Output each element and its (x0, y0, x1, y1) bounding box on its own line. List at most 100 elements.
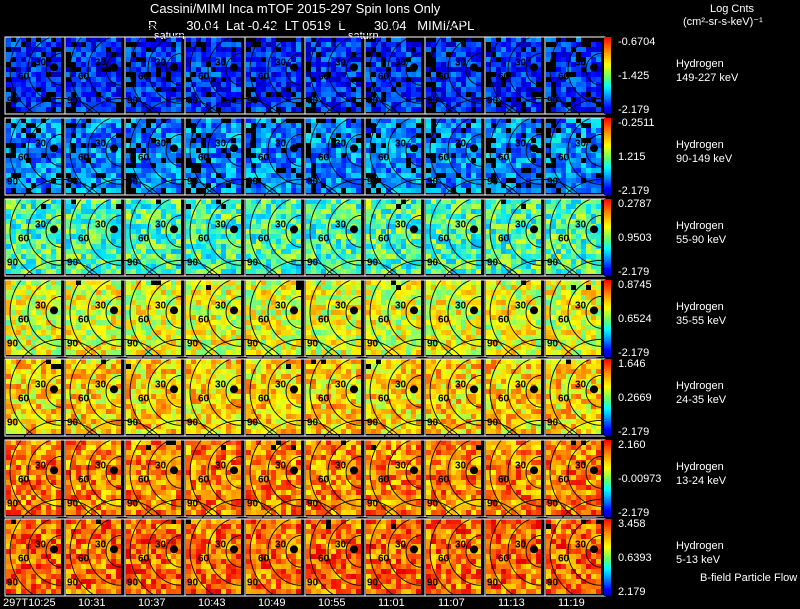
colorbar (604, 37, 611, 114)
ring-label: 30 (335, 219, 347, 230)
ring-label: 90 (187, 417, 199, 428)
spectrogram-panel: 30 60 90 (184, 16, 295, 122)
ring-label: 30 (155, 219, 167, 230)
spectrogram-panel: 30 60 90 (4, 498, 115, 604)
ring-label: 90 (187, 257, 199, 268)
ring-label: 60 (198, 393, 210, 404)
colorbar-mid: 0.2669 (618, 391, 652, 404)
spectrogram-panel: 30 60 90 (64, 338, 175, 444)
ring-label: 90 (307, 577, 319, 588)
time-tick-label: 11:13 (498, 597, 525, 609)
species-label: Hydrogen (676, 139, 724, 151)
colorbar (604, 519, 611, 596)
ring-label: 30 (275, 138, 287, 149)
ring-label: 30 (35, 219, 47, 230)
ring-label: 30 (395, 300, 407, 311)
time-tick-label: 10:49 (258, 597, 286, 609)
spectrogram-panel: 30 60 90 (304, 338, 415, 444)
ring-label: 90 (367, 257, 379, 268)
ring-label: 60 (18, 152, 30, 163)
ring-label: 30 (215, 138, 227, 149)
ring-label: 60 (78, 233, 90, 244)
spectrogram-panel: 30 60 90 (124, 97, 235, 203)
ring-label: 60 (558, 233, 570, 244)
ring-label: 60 (198, 152, 210, 163)
ring-label: 60 (18, 71, 30, 82)
spectrogram-panel: 30 60 90 (124, 16, 235, 122)
ring-label: 30 (575, 219, 587, 230)
spectrogram-panel: 30 60 90 (124, 419, 235, 525)
spectrogram-panel: 30 60 90 (184, 338, 295, 444)
spectrogram-panel: 30 60 90 (244, 338, 355, 444)
colorbar-max: -0.2511 (618, 117, 655, 129)
ring-label: 60 (258, 233, 270, 244)
ring-label: 90 (67, 338, 79, 349)
ring-label: 90 (367, 417, 379, 428)
time-tick-label: 11:07 (438, 597, 465, 609)
spectrogram-panel: 30 60 90 (64, 498, 175, 604)
spectrogram-panel: 30 60 90 (424, 338, 535, 444)
ring-label: 60 (198, 474, 210, 485)
ring-label: 60 (138, 553, 150, 564)
colorbar-mid: 0.6393 (618, 551, 652, 564)
ring-label: 30 (35, 57, 47, 68)
ring-label: 30 (95, 300, 107, 311)
species-label: Hydrogen (676, 540, 724, 552)
spectrogram-panel: 30 60 90 (484, 419, 595, 525)
ring-label: 30 (35, 138, 47, 149)
ring-label: 60 (438, 71, 450, 82)
ring-label: 60 (378, 393, 390, 404)
ring-label: 90 (247, 577, 259, 588)
colorbar-mid: 0.9503 (618, 231, 652, 244)
spectrogram-panel: 30 60 90 (484, 259, 595, 365)
ring-label: 60 (438, 233, 450, 244)
ring-label: 90 (547, 498, 559, 509)
ring-label: 60 (258, 393, 270, 404)
spectrogram-panel: 30 60 90 (244, 259, 355, 365)
ring-label: 30 (155, 539, 167, 550)
spectrogram-panel: 30 60 90 (544, 338, 655, 444)
ring-label: 60 (138, 152, 150, 163)
flow-legend: B-field Particle Flow (700, 572, 798, 584)
ring-label: 60 (18, 233, 30, 244)
ring-label: 60 (438, 553, 450, 564)
spectrogram-panel: 30 60 90 (364, 16, 475, 122)
ring-label: 90 (547, 338, 559, 349)
ring-label: 30 (455, 539, 467, 550)
spectrogram-panel: 30 60 90 (544, 498, 655, 604)
ring-label: 60 (378, 152, 390, 163)
ring-label: 90 (487, 577, 499, 588)
ring-label: 60 (318, 152, 330, 163)
ring-label: 30 (275, 539, 287, 550)
ring-label: 30 (395, 219, 407, 230)
ring-label: 60 (498, 393, 510, 404)
ring-label: 60 (78, 71, 90, 82)
ring-label: 30 (335, 138, 347, 149)
ring-label: 30 (395, 460, 407, 471)
ring-label: 30 (395, 539, 407, 550)
ring-label: 90 (367, 176, 379, 187)
ring-label: 60 (138, 474, 150, 485)
ring-label: 60 (498, 553, 510, 564)
ring-label: 90 (247, 338, 259, 349)
colorbar-min: -2.179 (618, 507, 650, 519)
ring-label: 90 (67, 95, 79, 106)
ring-label: 90 (307, 338, 319, 349)
spectrogram-panel: 30 60 90 (304, 259, 415, 365)
ring-label: 30 (515, 539, 527, 550)
colorbar (604, 440, 611, 517)
ring-label: 90 (367, 498, 379, 509)
colorbar (604, 359, 611, 436)
ring-label: 90 (367, 338, 379, 349)
ring-label: 90 (427, 498, 439, 509)
ring-label: 30 (275, 379, 287, 390)
ring-label: 30 (215, 57, 227, 68)
ring-label: 30 (515, 219, 527, 230)
spectrogram-panel: 30 60 90 (484, 178, 595, 284)
spectrogram-panel: 30 60 90 (64, 419, 175, 525)
colorbar-max: 2.160 (618, 439, 646, 451)
spectrogram-panel: 30 60 90 (64, 259, 175, 365)
ring-label: 30 (575, 539, 587, 550)
ring-label: 30 (275, 219, 287, 230)
